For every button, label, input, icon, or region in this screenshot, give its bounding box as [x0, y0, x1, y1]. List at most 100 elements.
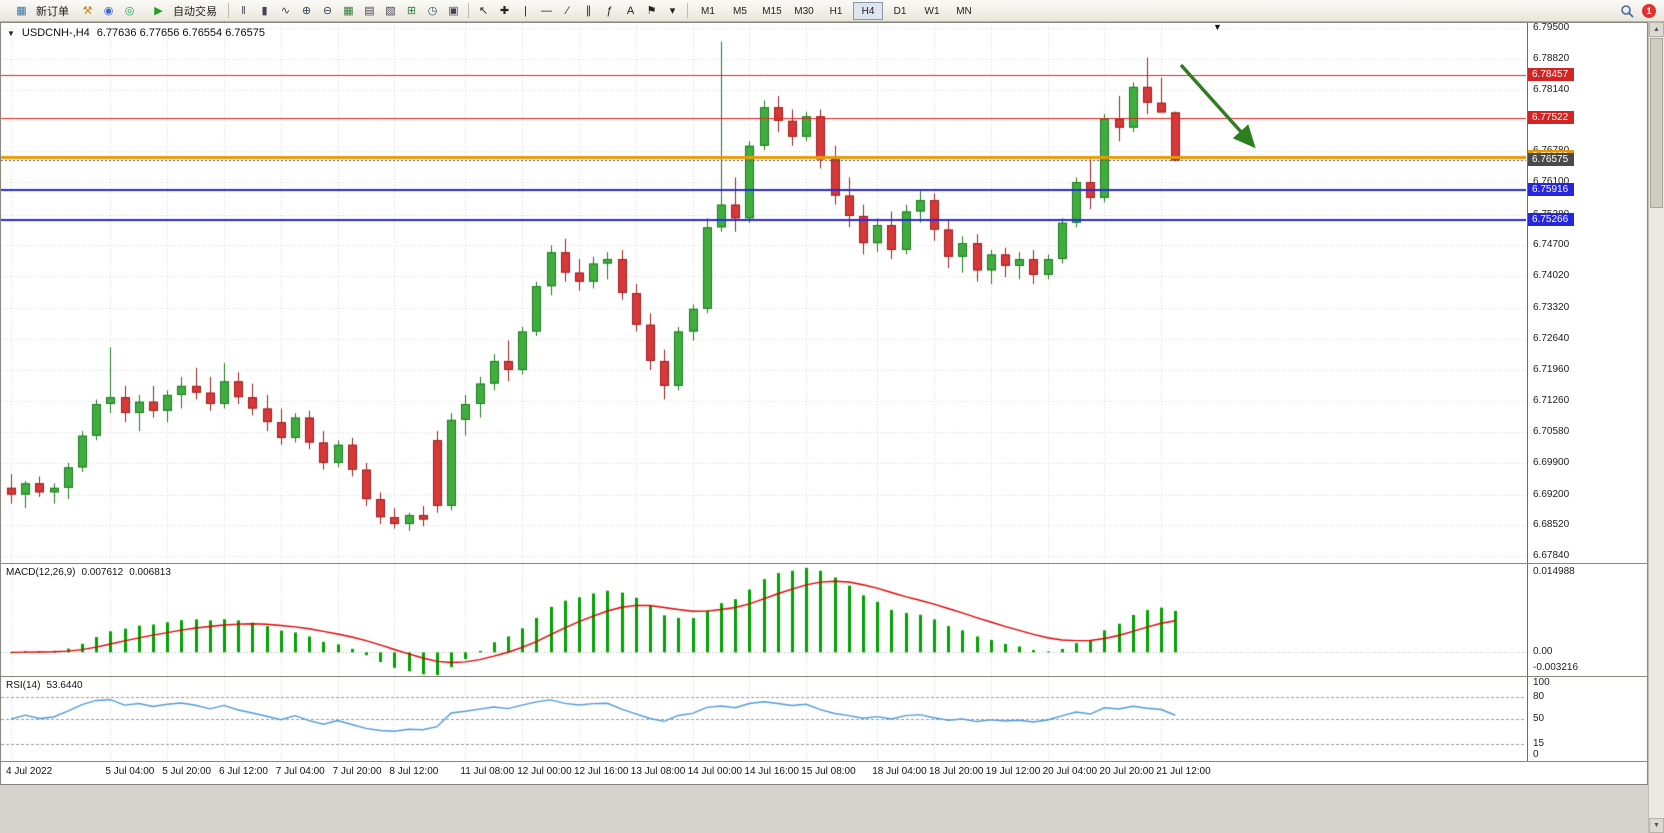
rsi-scale-label: 50	[1533, 713, 1545, 724]
vertical-line-icon[interactable]: |	[524, 5, 527, 17]
scroll-up-arrow[interactable]: ▲	[1649, 22, 1664, 37]
panel-separator[interactable]	[1, 676, 1647, 677]
time-axis[interactable]: 4 Jul 2022 5 Jul 04:00 5 Jul 20:00 6 Jul 12…	[1, 762, 1647, 783]
alerts-icon[interactable]: ◎	[124, 5, 135, 18]
price-tick: 6.69200	[1533, 488, 1570, 500]
price-chart-canvas[interactable]	[1, 23, 1526, 563]
price-tick: 6.73320	[1533, 301, 1570, 313]
timeframe-button-M15[interactable]: M15	[762, 5, 782, 17]
current-price-tag: 6.76575	[1528, 153, 1574, 167]
macd-scale-min: -0.003216	[1533, 662, 1579, 673]
hline-price-tag: 6.75916	[1528, 183, 1574, 197]
label-icon[interactable]: ⚑	[646, 5, 657, 17]
time-axis-label: 11 Jul 08:00	[460, 766, 515, 777]
autotrading-label: 自动交易	[173, 5, 217, 18]
timeframe-button-MN[interactable]: MN	[956, 5, 972, 17]
timeframe-button-D1[interactable]: D1	[893, 5, 907, 17]
rsi-canvas[interactable]	[1, 677, 1526, 761]
price-tick: 6.68520	[1533, 519, 1570, 531]
price-tick: 6.74700	[1533, 239, 1570, 251]
timeframe-button-M30[interactable]: M30	[794, 5, 814, 17]
arrows-dropdown-icon[interactable]: ▾	[669, 5, 676, 17]
horizontal-line-icon[interactable]: —	[541, 5, 552, 17]
vertical-scrollbar[interactable]: ▲ ▼	[1648, 22, 1664, 833]
time-axis-label: 18 Jul 04:00	[872, 766, 927, 777]
panel-separator[interactable]	[1, 761, 1647, 762]
time-axis-label: 14 Jul 00:00	[687, 766, 743, 777]
price-scale-axis[interactable]: 6.795006.788206.781406.774606.767806.761…	[1527, 21, 1647, 563]
rsi-panel: RSI(14) 53.6440 100 80 50 15 0	[1, 677, 1647, 761]
price-tick: 6.70580	[1533, 426, 1570, 438]
price-panel: ▼ USDCNH-,H4 6.77636 6.77656 6.76554 6.7…	[1, 21, 1647, 563]
time-axis-label: 19 Jul 12:00	[985, 766, 1041, 777]
search-icon[interactable]	[1620, 4, 1634, 18]
time-axis-label: 4 Jul 2022	[6, 766, 53, 777]
timeframe-button-H1[interactable]: H1	[829, 5, 843, 17]
cascade-windows-icon[interactable]: ▧	[385, 5, 396, 17]
macd-scale-zero: 0.00	[1533, 646, 1553, 658]
text-icon[interactable]: A	[626, 5, 635, 17]
zoom-out-icon[interactable]: ⊖	[322, 5, 333, 17]
profiles-icon[interactable]: ◉	[103, 5, 114, 18]
toolbar-separator	[687, 3, 688, 18]
macd-scale-axis[interactable]: 0.014988 0.00 -0.003216	[1527, 564, 1647, 676]
panel-separator[interactable]	[1, 563, 1647, 564]
rsi-scale-axis[interactable]: 100 80 50 15 0	[1527, 677, 1647, 761]
rsi-scale-label: 100	[1533, 677, 1550, 688]
price-tick: 6.72640	[1533, 332, 1570, 344]
autotrading-button[interactable]: ▶ 自动交易	[141, 2, 224, 20]
time-axis-label: 8 Jul 12:00	[389, 766, 439, 777]
new-chart-icon[interactable]: ⊞	[406, 5, 417, 17]
timeframe-button-W1[interactable]: W1	[924, 5, 940, 17]
price-tick: 6.76100	[1533, 176, 1570, 187]
macd-canvas[interactable]	[1, 564, 1526, 676]
chart-shift-marker[interactable]: ▼	[1213, 22, 1222, 32]
scroll-down-arrow[interactable]: ▼	[1649, 818, 1664, 833]
time-axis-label: 6 Jul 12:00	[219, 766, 268, 777]
hline-price-tag: 6.77522	[1528, 110, 1574, 124]
cursor-icon[interactable]: ↖	[478, 5, 489, 17]
fibonacci-icon[interactable]: ƒ	[606, 5, 613, 17]
rsi-name: RSI(14)	[6, 680, 41, 691]
rsi-label: RSI(14) 53.6440	[6, 680, 83, 691]
timeframe-button-H4[interactable]: H4	[853, 2, 883, 21]
crosshair-icon[interactable]: ✚	[499, 5, 510, 17]
price-tick: 6.79500	[1533, 21, 1570, 33]
time-axis-label: 18 Jul 20:00	[929, 766, 984, 777]
time-axis-label: 12 Jul 16:00	[574, 766, 629, 777]
time-axis-label: 20 Jul 20:00	[1099, 766, 1154, 777]
ohlc-quote-label: 6.77636 6.77656 6.76554 6.76575	[96, 27, 265, 39]
new-order-button[interactable]: ▦ 新订单	[4, 2, 76, 20]
expand-one-click-icon[interactable]: ▼	[7, 28, 15, 38]
timeframe-button-M5[interactable]: M5	[733, 5, 747, 17]
candlestick-chart-icon[interactable]: ▮	[261, 5, 268, 17]
line-chart-icon[interactable]: ∿	[280, 5, 291, 17]
macd-panel: MACD(12,26,9) 0.007612 0.006813 0.014988…	[1, 564, 1647, 676]
period-clock-icon[interactable]: ◷	[427, 5, 438, 17]
time-axis-label: 5 Jul 20:00	[162, 766, 212, 777]
channel-icon[interactable]: ∥	[585, 5, 592, 17]
time-axis-label: 7 Jul 04:00	[275, 766, 325, 777]
price-tick: 6.71260	[1533, 395, 1570, 407]
scrollbar-thumb[interactable]	[1650, 38, 1663, 208]
tools-icon[interactable]: ⚒	[82, 5, 93, 18]
time-axis-label: 21 Jul 12:00	[1156, 766, 1211, 777]
time-axis-label: 20 Jul 04:00	[1042, 766, 1098, 777]
workspace-empty-area	[0, 785, 1648, 833]
trendline-icon[interactable]: ∕	[566, 5, 569, 17]
tile-windows-icon[interactable]: ▦	[343, 5, 354, 17]
rsi-scale-label: 15	[1533, 738, 1545, 750]
arrange-windows-icon[interactable]: ▤	[364, 5, 375, 17]
time-axis-label: 12 Jul 00:00	[517, 766, 572, 777]
notification-badge[interactable]: 1	[1642, 3, 1656, 18]
hline-price-tag: 6.75266	[1528, 212, 1574, 226]
price-tick: 6.78820	[1533, 52, 1570, 64]
bars-chart-icon[interactable]: ‖	[241, 5, 246, 17]
template-icon[interactable]: ▣	[448, 5, 459, 17]
price-tick: 6.71960	[1533, 363, 1570, 375]
timeframe-button-M1[interactable]: M1	[701, 5, 715, 17]
workspace: ▼ USDCNH-,H4 6.77636 6.77656 6.76554 6.7…	[0, 22, 1664, 833]
zoom-in-icon[interactable]: ⊕	[301, 5, 312, 17]
rsi-scale-label: 80	[1533, 691, 1545, 703]
